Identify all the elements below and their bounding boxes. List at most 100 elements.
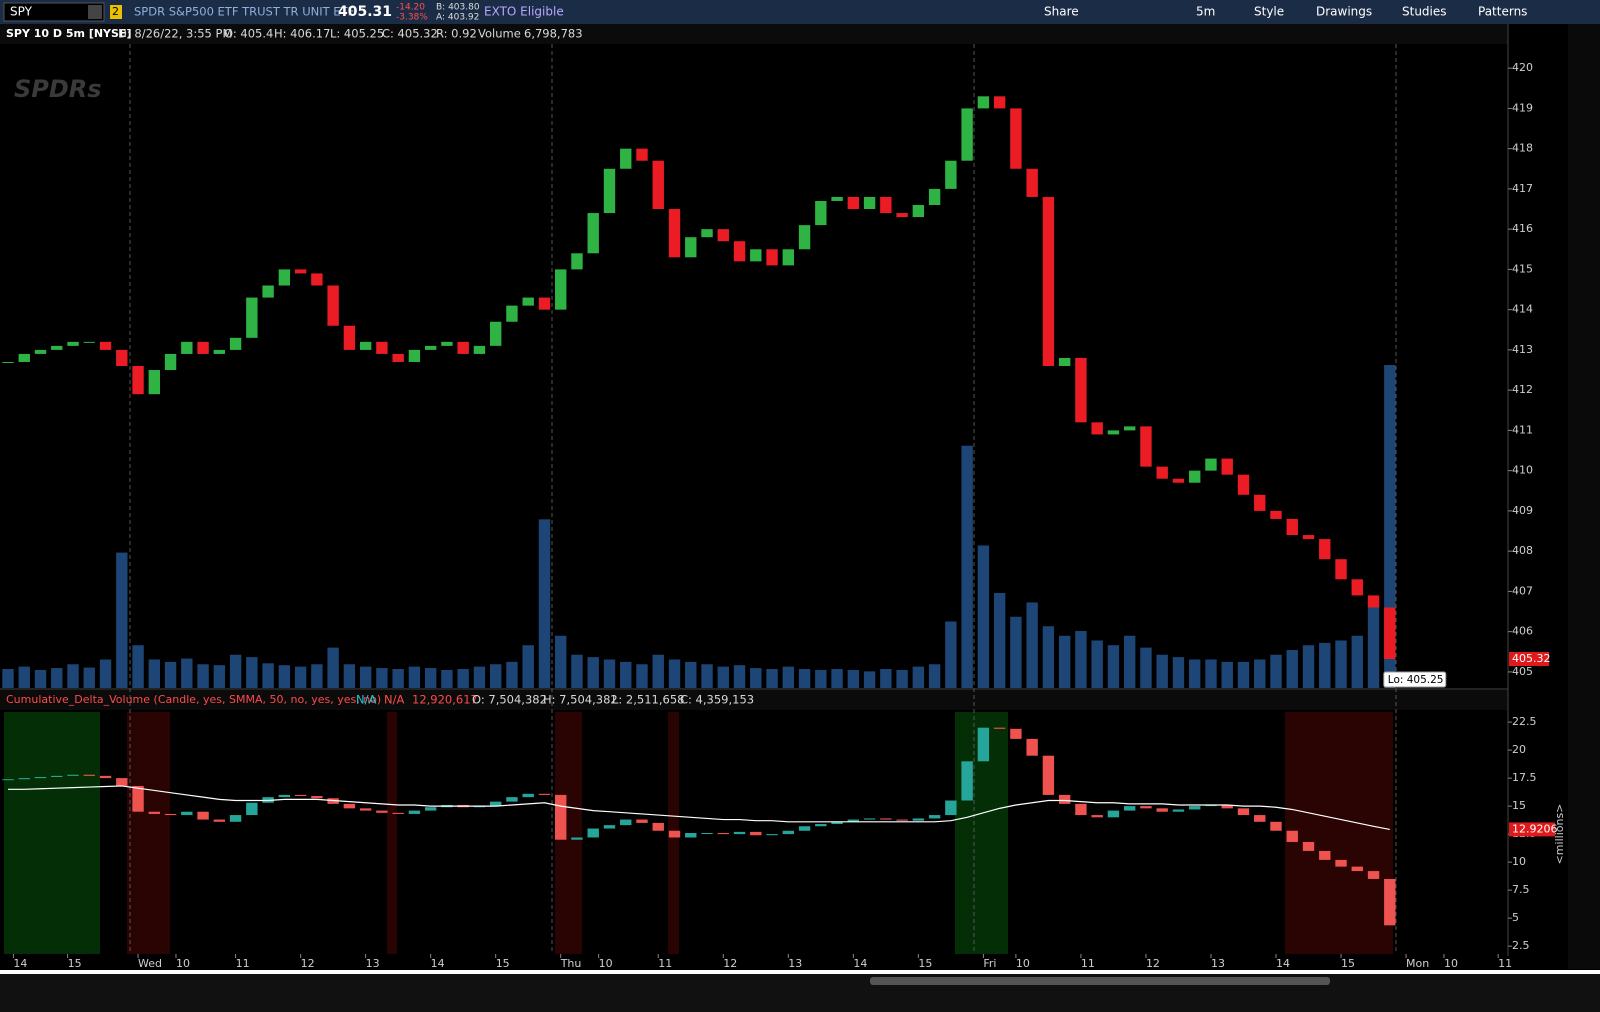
shade [1285,712,1393,954]
volume-bar [636,664,648,688]
volume-bar [359,666,372,688]
symbol-box[interactable] [3,2,105,22]
candle [701,833,713,834]
candle [294,794,307,797]
x-tick-label: 13 [366,957,380,970]
button[interactable]: Patterns [1478,5,1527,19]
change: -14.20 [396,3,425,13]
button[interactable]: Studies [1402,5,1447,19]
candle [831,821,843,825]
candle [1075,803,1087,816]
candle [229,815,242,822]
exto[interactable]: EXTO Eligible [484,5,564,19]
volume-bar [1237,661,1250,688]
candle [181,341,193,354]
y-tick-label: 22.5 [1512,715,1537,728]
candle [1270,821,1282,831]
volume-bar [99,659,112,688]
y-tick-label: 10 [1512,855,1526,868]
candle [603,168,616,214]
candle [685,833,697,838]
candle [1091,815,1103,818]
candle [1302,841,1315,851]
link-box[interactable] [110,5,122,19]
candle [538,793,551,795]
volume-bar [148,659,160,688]
volume-bar [506,661,518,688]
candle [766,249,778,266]
volume-bar [1319,642,1331,688]
volume-bar [912,666,925,688]
candle [51,345,63,350]
candle [1221,804,1233,809]
volume-bar [18,666,30,688]
candle [1156,808,1168,812]
value-tag [1509,822,1555,837]
info: N/A [384,693,404,707]
candle [1123,426,1136,431]
x-tick-label: 15 [496,957,510,970]
volume-bar [863,671,876,688]
x-tick-label: 15 [1341,957,1355,970]
y-tick-label: 411 [1512,423,1533,436]
candle [896,819,908,821]
volume-bar [620,661,632,688]
volume-bar [1205,659,1217,688]
volume-bar [945,621,957,688]
volume-bar [67,664,79,688]
candle [1189,806,1201,810]
candle [1172,478,1185,483]
y-tick-label: 413 [1512,343,1533,356]
candle [424,807,437,811]
volume-bar [473,666,486,688]
symbol[interactable]: SPY [10,5,33,19]
button[interactable]: Share [1044,5,1079,19]
candle [489,801,502,807]
y-tick-label: 15 [1512,799,1526,812]
candle [993,96,1006,109]
candle [587,213,599,254]
candle [522,793,534,798]
link[interactable]: 2 [112,5,119,18]
volume-bar [798,668,811,688]
volume-bar [668,659,681,688]
y-tick-label: 418 [1512,142,1533,155]
toolbar [0,0,1600,24]
x-tick-label: Fri [983,957,996,970]
volume-bar [1335,640,1347,688]
x-tick-label: 14 [1276,957,1290,970]
volume-bar [489,664,502,688]
volume-bar [262,663,274,688]
dropdown[interactable] [88,5,102,19]
button[interactable]: 5m [1196,5,1215,19]
volume-bar [555,635,567,688]
x-tick-label: 10 [1016,957,1030,970]
candle [1123,806,1136,811]
volume-bar [685,661,697,688]
logo: SPDRs [14,75,102,103]
change-pct: -3.38% [396,13,428,23]
candle [83,341,95,343]
x-tick-label: 10 [176,957,190,970]
volume-bar [977,545,990,688]
candle [18,353,30,362]
button[interactable]: Style [1254,5,1284,19]
price-tag [1509,652,1549,667]
volume-bar [815,669,827,688]
candle [392,353,404,362]
candle [1205,458,1217,471]
volume-bar [1091,640,1103,688]
candle [880,818,892,820]
scrollbar-thumb[interactable] [870,977,1330,985]
candle [977,96,990,109]
volume-bar [246,657,258,688]
volume-label: Volume [478,27,521,41]
candle [2,779,14,781]
volume-bar [424,668,437,688]
x-tick-label: 11 [658,957,672,970]
y-tick-label: 417 [1512,182,1533,195]
candle [1319,850,1331,860]
candle [197,341,209,354]
volume-bar [1107,645,1120,688]
button[interactable]: Drawings [1316,5,1372,19]
